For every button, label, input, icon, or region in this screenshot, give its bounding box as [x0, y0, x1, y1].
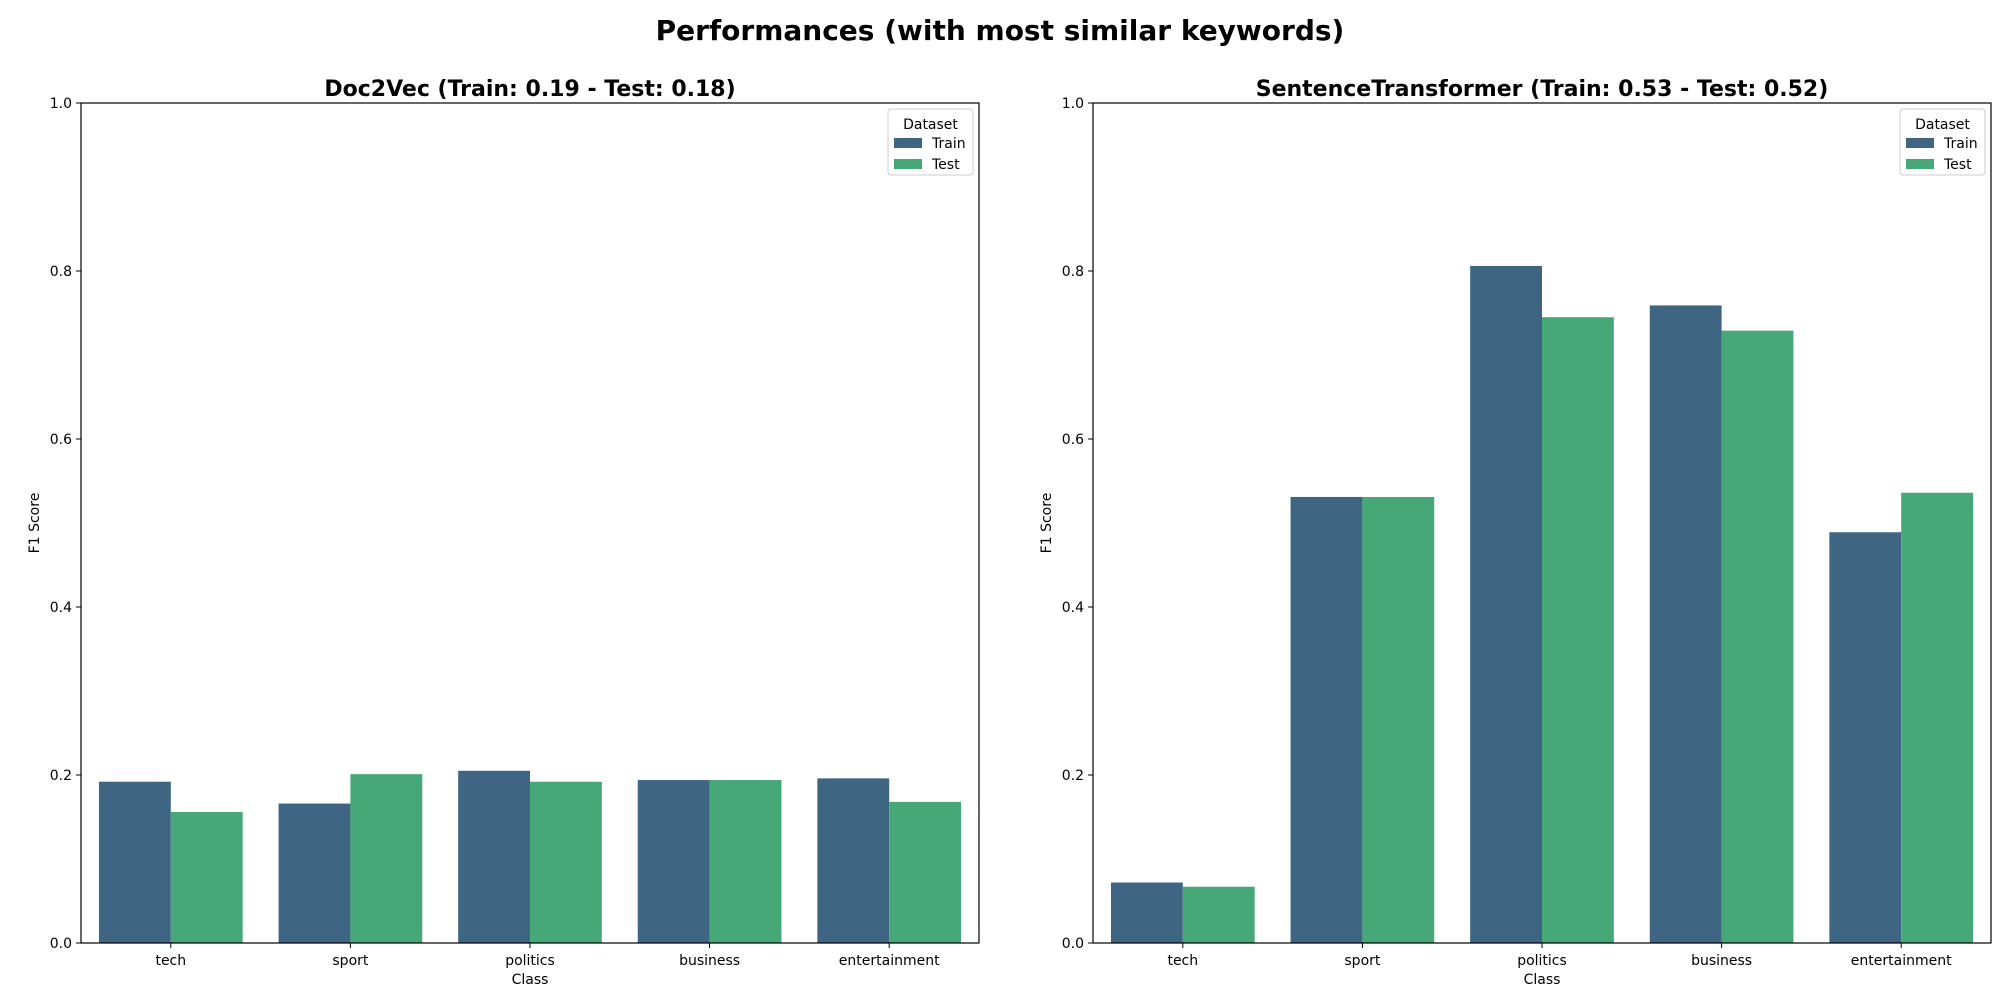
bar-test-entertainment [889, 801, 962, 943]
bar-train-sport [278, 803, 351, 943]
x-tick-label: sport [332, 953, 369, 969]
bar-test-business [709, 780, 782, 943]
legend-swatch-train [894, 138, 922, 148]
bar-train-entertainment [1829, 532, 1902, 943]
bar-train-politics [458, 770, 530, 943]
y-tick-label: 0.2 [50, 768, 72, 784]
x-axis-label: Class [1524, 972, 1561, 988]
y-tick-label: 1.0 [1062, 96, 1084, 112]
bar-test-business [1721, 330, 1794, 943]
y-axis-label: F1 Score [27, 493, 43, 554]
x-tick-label: entertainment [1851, 953, 1952, 969]
x-tick-label: tech [155, 953, 186, 969]
bar-train-tech [98, 781, 171, 943]
figure-title: Performances (with most similar keywords… [655, 14, 1345, 47]
y-tick-label: 0.8 [1062, 264, 1084, 280]
bar-train-politics [1470, 265, 1542, 944]
legend-label-test: Test [931, 157, 960, 173]
bar-train-business [1649, 305, 1722, 943]
chart-title: Doc2Vec (Train: 0.19 - Test: 0.18) [324, 77, 735, 102]
y-tick-label: 1.0 [50, 96, 72, 112]
chart-title: SentenceTransformer (Train: 0.53 - Test:… [1256, 77, 1829, 102]
bar-train-sport [1290, 496, 1363, 943]
bar-train-business [637, 780, 710, 943]
x-tick-label: business [1691, 953, 1752, 969]
x-tick-label: politics [505, 953, 555, 969]
bar-test-tech [1182, 886, 1255, 943]
legend-swatch-test [1906, 159, 1934, 169]
y-tick-label: 0.6 [1062, 432, 1084, 448]
bar-test-sport [1362, 496, 1435, 943]
x-tick-label: entertainment [839, 953, 940, 969]
y-axis-label: F1 Score [1039, 493, 1055, 554]
y-tick-label: 0.0 [1062, 936, 1084, 952]
y-tick-label: 0.0 [50, 936, 72, 952]
legend-swatch-test [894, 159, 922, 169]
legend-box [887, 108, 974, 176]
legend-label-train: Train [1943, 136, 1978, 152]
x-tick-label: politics [1517, 953, 1567, 969]
y-tick-label: 0.6 [50, 432, 72, 448]
legend-title: Dataset [1915, 117, 1970, 133]
y-tick-label: 0.4 [50, 600, 72, 616]
bar-test-politics [530, 781, 602, 943]
legend-label-train: Train [931, 136, 966, 152]
x-tick-label: tech [1167, 953, 1198, 969]
y-tick-label: 0.8 [50, 264, 72, 280]
legend-box [1899, 108, 1986, 176]
y-tick-label: 0.2 [1062, 768, 1084, 784]
legend-title: Dataset [903, 117, 958, 133]
bar-test-sport [350, 774, 423, 943]
x-tick-label: sport [1344, 953, 1381, 969]
bar-train-entertainment [817, 778, 890, 943]
legend-label-test: Test [1943, 157, 1972, 173]
x-tick-label: business [679, 953, 740, 969]
legend-swatch-train [1906, 138, 1934, 148]
bar-train-tech [1110, 882, 1183, 943]
bar-test-politics [1542, 317, 1614, 943]
bar-test-tech [170, 811, 243, 943]
bar-test-entertainment [1901, 492, 1974, 943]
y-tick-label: 0.4 [1062, 600, 1084, 616]
x-axis-label: Class [512, 972, 549, 988]
